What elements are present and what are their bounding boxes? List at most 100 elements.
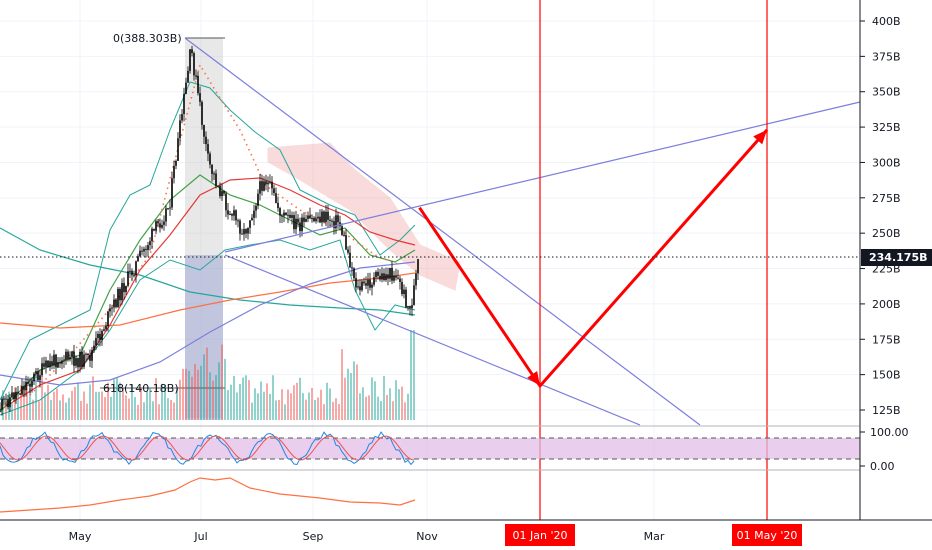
candle-body xyxy=(351,267,353,269)
candle-body xyxy=(57,362,59,368)
candle-body xyxy=(243,229,245,235)
volume-bar xyxy=(179,379,181,420)
candle-body xyxy=(165,208,167,222)
candle-body xyxy=(123,283,125,293)
candle-body xyxy=(37,371,39,381)
candle-body xyxy=(293,215,295,230)
candle-body xyxy=(319,216,321,223)
candle-body xyxy=(9,397,11,408)
candle-body xyxy=(413,285,415,306)
volume-bar xyxy=(125,395,127,420)
candle-body xyxy=(255,205,257,211)
volume-bar xyxy=(395,380,397,420)
y-tick-label-11: 125B xyxy=(872,404,901,417)
candle-body xyxy=(259,181,261,194)
candle-body xyxy=(337,215,339,223)
candle-body xyxy=(51,361,53,366)
volume-bar xyxy=(155,378,157,420)
volume-bar xyxy=(293,385,295,420)
candle-body xyxy=(263,181,265,191)
candle-body xyxy=(47,360,49,368)
candle-body xyxy=(371,284,373,288)
candle-body xyxy=(315,218,317,222)
candle-body xyxy=(145,248,147,250)
volume-bar xyxy=(284,404,286,420)
candle-body xyxy=(229,214,231,216)
candle-body xyxy=(3,398,5,400)
volume-bar xyxy=(137,404,139,420)
volume-bar xyxy=(32,399,34,420)
candle-body xyxy=(221,191,223,197)
candle-body xyxy=(73,351,75,366)
volume-bar xyxy=(95,391,97,420)
volume-bar xyxy=(119,382,121,420)
candle-body xyxy=(217,185,219,187)
candle-body xyxy=(361,281,363,291)
candle-body xyxy=(235,210,237,221)
volume-bar xyxy=(23,390,25,420)
candle-body xyxy=(331,220,333,222)
candle-body xyxy=(15,391,17,400)
volume-bar xyxy=(374,381,376,420)
volume-bar xyxy=(170,399,172,420)
candle-body xyxy=(227,210,229,215)
candle-body xyxy=(407,306,409,308)
candle-body xyxy=(17,391,19,394)
volume-bar xyxy=(59,400,61,420)
volume-bar xyxy=(71,390,73,420)
volume-bar xyxy=(275,400,277,420)
candle-body xyxy=(415,273,417,286)
candle-body xyxy=(393,275,395,281)
candle-body xyxy=(385,274,387,281)
candle-body xyxy=(0,409,1,411)
candle-body xyxy=(199,93,201,102)
candle-body xyxy=(137,256,139,262)
volume-bar xyxy=(281,389,283,420)
candle-body xyxy=(39,375,41,381)
candle-body xyxy=(65,351,67,360)
projection-path xyxy=(418,128,769,389)
candle-body xyxy=(225,193,227,211)
candle-body xyxy=(89,355,91,361)
candle-body xyxy=(85,353,87,355)
candle-body xyxy=(125,285,127,293)
volume-bar xyxy=(182,368,184,420)
candle-body xyxy=(43,363,45,367)
volume-bar xyxy=(371,377,373,420)
volume-bar xyxy=(305,399,307,420)
candle-body xyxy=(395,275,397,278)
volume-bar xyxy=(80,400,82,420)
volume-bar xyxy=(20,385,22,420)
fib-annotation: 618(140.18B) xyxy=(103,382,179,395)
oscillator-labels: 100.00 0.00 xyxy=(860,426,909,473)
candle-body xyxy=(177,138,179,161)
candle-body xyxy=(109,308,111,312)
volume-bar xyxy=(302,393,304,420)
volume-bar xyxy=(398,389,400,420)
volume-bar xyxy=(83,391,85,420)
volume-bar xyxy=(14,387,16,420)
candle-body xyxy=(355,278,357,288)
candle-body xyxy=(383,273,385,281)
stoch-band xyxy=(0,438,860,459)
candle-body xyxy=(299,222,301,232)
volume-bar xyxy=(299,377,301,420)
candle-body xyxy=(343,234,345,236)
volume-bar xyxy=(197,369,199,420)
candle-body xyxy=(213,173,215,175)
volume-bar xyxy=(104,397,106,420)
date-highlight-box-1 xyxy=(732,524,802,546)
y-tick-label-4: 300B xyxy=(872,156,901,169)
candle-body xyxy=(193,53,195,76)
candle-body xyxy=(295,218,297,230)
volume-bar xyxy=(164,385,166,420)
candle-body xyxy=(143,248,145,252)
candle-body xyxy=(275,193,277,203)
candle-body xyxy=(417,259,419,274)
volume-bar xyxy=(5,401,7,420)
projection-arrow-up xyxy=(753,129,767,145)
current-price-value: 234.175B xyxy=(869,251,928,264)
candle-body xyxy=(363,281,365,284)
volume-bar xyxy=(389,388,391,420)
